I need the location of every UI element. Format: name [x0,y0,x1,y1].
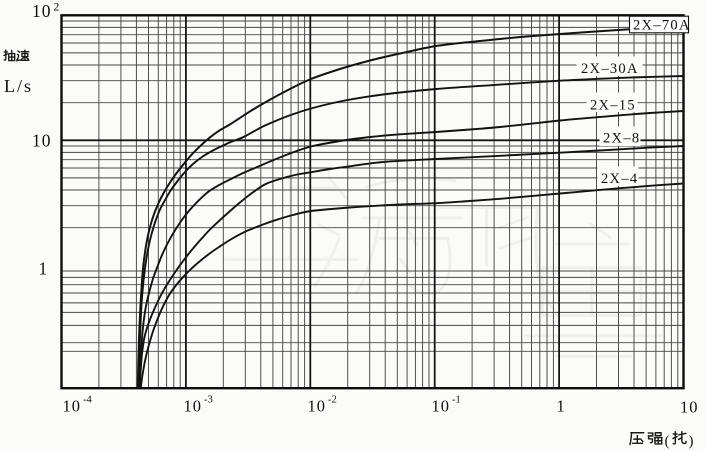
svg-text:1: 1 [557,397,565,416]
svg-text:(: ( [665,434,670,450]
svg-text:-2: -2 [328,395,337,406]
svg-text:1: 1 [39,259,48,279]
svg-text:10: 10 [32,131,52,151]
svg-text:-1: -1 [452,395,461,406]
svg-text:10: 10 [32,1,52,21]
svg-text:-3: -3 [204,395,213,406]
svg-text:-4: -4 [83,395,92,406]
svg-text:2X–15: 2X–15 [590,98,636,114]
svg-text:2X–30A: 2X–30A [581,61,639,77]
svg-text:L/s: L/s [4,76,33,96]
svg-text:10: 10 [432,397,451,416]
svg-text:2X–8: 2X–8 [603,131,640,147]
svg-text:2X–70A: 2X–70A [633,18,691,34]
svg-text:2: 2 [54,2,60,14]
svg-text:2X–4: 2X–4 [601,171,638,187]
svg-text:): ) [689,434,694,450]
svg-text:10: 10 [680,398,699,417]
svg-text:10: 10 [184,397,203,416]
svg-text:10: 10 [308,397,327,416]
svg-text:10: 10 [63,397,82,416]
